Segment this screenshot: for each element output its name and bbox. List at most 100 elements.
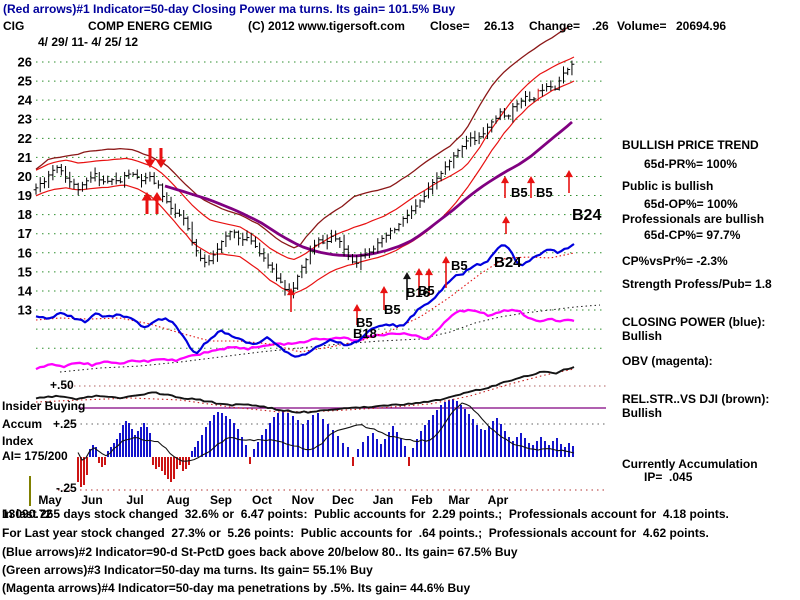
pr-percent-value: 65d-PR%= 100% [644, 157, 738, 171]
closing-power-status: Bullish [622, 329, 663, 343]
cp-vs-pr-value: CP%vsPr%= -2.3% [622, 254, 728, 268]
buy-arrow-head [287, 288, 295, 296]
price-axis-label: 16 [18, 245, 32, 260]
month-axis-label: Feb [411, 493, 432, 507]
ai-line [77, 402, 575, 462]
accumulation-title: Currently Accumulation [622, 457, 758, 471]
price-axis-label: 21 [18, 150, 32, 165]
price-axis-label: 19 [18, 188, 32, 203]
buy-arrow-head [425, 268, 433, 276]
rel-str [35, 366, 575, 414]
signal-label: B5 [418, 283, 435, 298]
month-axis-label: Jul [126, 493, 143, 507]
close-value: 26.13 [484, 19, 515, 33]
price-axis-label: 20 [18, 169, 32, 184]
obv-ma-dotted [59, 304, 601, 373]
plus-25-label: +.25 [53, 417, 77, 431]
minus-25-label: -.25 [56, 481, 77, 495]
obv-title: OBV (magenta): [622, 354, 713, 368]
month-axis-label: Jan [373, 493, 394, 507]
strength-ratio: Strength Profess/Pub= 1.8 [622, 277, 772, 291]
accum-label: Accum [2, 417, 43, 431]
index-label: Index [2, 434, 34, 448]
change-label: Change= [529, 19, 581, 33]
buy-arrow-head [353, 304, 361, 312]
price-axis-label: 23 [18, 112, 32, 127]
trend-title: BULLISH PRICE TREND [622, 138, 759, 152]
signal-label: B5 [384, 302, 401, 317]
month-axis-label: Dec [332, 493, 354, 507]
op-percent-value: 65d-OP%= 100% [644, 197, 738, 211]
price-axis-label: 13 [18, 303, 32, 318]
month-axis-label: Sep [210, 493, 232, 507]
lower-band [35, 80, 575, 295]
buy-arrow-head [501, 176, 509, 184]
signal-label: B16 [406, 285, 430, 300]
buy-arrow-head [141, 192, 153, 201]
company-name: COMP ENERG CEMIG [88, 19, 213, 33]
plus-50-label: +.50 [50, 378, 74, 392]
ticker-symbol: CIG [3, 19, 25, 33]
ai-ratio-label: AI= 175/200 [2, 449, 68, 463]
month-axis-label: Nov [292, 493, 315, 507]
volume-label: Volume= [617, 19, 667, 33]
indicator-signal-line: (Red arrows)#1 Indicator=50-day Closing … [3, 2, 456, 16]
signal-label: B5 [451, 258, 468, 273]
buy-arrow-head [502, 216, 510, 224]
rs-ma-dotted [35, 368, 575, 413]
upper-band [35, 56, 575, 260]
buy-arrow-head [151, 192, 163, 201]
buy-arrow-head [415, 268, 423, 276]
price-axis-label: 26 [18, 55, 32, 70]
buy-arrow-head [527, 176, 535, 184]
price-axis-label: 17 [18, 226, 32, 241]
footer-stats-year: For Last year stock changed 27.3% or 5.2… [2, 526, 709, 540]
signal-label: B5 [536, 185, 553, 200]
buy-arrow-head [442, 256, 450, 264]
footer-magenta-arrows: (Magenta arrows)#4 Indicator=50-day ma p… [2, 581, 471, 595]
copyright-text: (C) 2012 www.tigersoft.com [248, 19, 405, 33]
month-axis-label: Oct [252, 493, 272, 507]
signal-label: B18 [353, 326, 377, 341]
signal-label: B5 [356, 315, 373, 330]
buy-arrow-head [565, 170, 573, 178]
public-status: Public is bullish [622, 179, 714, 193]
footer-blue-arrows: (Blue arrows)#2 Indicator=90-d St-PctD g… [2, 545, 518, 559]
price-axis-label: 22 [18, 131, 32, 146]
buy-arrow-head [403, 272, 411, 280]
cp-percent-value: 65d-CP%= 97.7% [644, 228, 741, 242]
obv [35, 308, 575, 371]
rel-str-title: REL.STR..VS DJI (brown): [622, 392, 770, 406]
volume-value: 20694.96 [676, 19, 727, 33]
month-axis-label: May [38, 493, 62, 507]
footer-green-arrows: (Green arrows)#3 Indicator=50-day ma tur… [2, 563, 373, 577]
dji-overlay-value: 13090.72 [2, 507, 53, 521]
professionals-status: Professionals are bullish [622, 212, 765, 226]
insider-buying-label: Insider Buying [2, 399, 86, 413]
closing-power [35, 243, 575, 358]
close-label: Close= [430, 19, 470, 33]
sell-arrow-head [155, 159, 167, 168]
buy-arrow-head [380, 286, 388, 294]
month-axis-label: Apr [488, 493, 509, 507]
date-range: 4/ 29/ 11- 4/ 25/ 12 [38, 35, 139, 49]
change-value: .26 [592, 19, 609, 33]
footer-stats-265d: In last 265 days stock changed 32.6% or … [2, 507, 729, 521]
sell-arrow-head [144, 159, 156, 168]
price-axis-label: 18 [18, 207, 32, 222]
month-axis-label: Jun [81, 493, 102, 507]
price-axis-label: 24 [18, 93, 33, 108]
price-axis-label: 15 [18, 264, 32, 279]
price-axis-label: 25 [18, 74, 32, 89]
signal-label: B5 [511, 185, 528, 200]
signal-label: B24 [572, 207, 601, 224]
ip-value: IP= .045 [644, 470, 693, 484]
month-axis-label: Aug [166, 493, 189, 507]
price-axis-label: 14 [18, 283, 33, 298]
envelope-brown [35, 25, 571, 249]
signal-label: B24 [494, 254, 522, 271]
rel-str-status: Bullish [622, 406, 663, 420]
month-axis-label: Mar [448, 493, 470, 507]
